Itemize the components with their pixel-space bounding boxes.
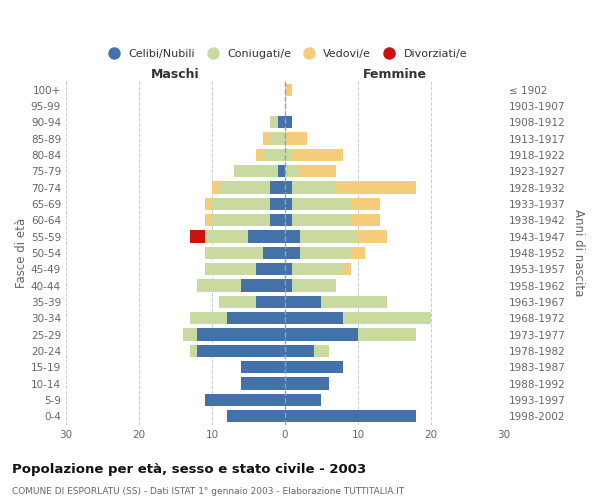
Bar — [256, 263, 285, 276]
Bar — [205, 263, 256, 276]
Bar — [285, 263, 292, 276]
Bar — [343, 263, 350, 276]
Bar — [278, 165, 285, 177]
Bar — [219, 296, 256, 308]
Y-axis label: Anni di nascita: Anni di nascita — [572, 209, 585, 296]
Bar — [285, 312, 343, 324]
Bar — [248, 230, 285, 242]
Bar — [285, 116, 292, 128]
Bar — [271, 132, 285, 144]
Bar — [314, 344, 329, 357]
Bar — [271, 198, 285, 210]
Bar — [285, 361, 343, 374]
Bar — [285, 344, 314, 357]
Bar — [285, 247, 299, 259]
Bar — [285, 182, 292, 194]
Bar — [350, 198, 380, 210]
Bar — [285, 132, 307, 144]
Bar — [271, 214, 285, 226]
Text: Femmine: Femmine — [362, 68, 427, 80]
Text: Maschi: Maschi — [151, 68, 200, 80]
Bar — [322, 296, 387, 308]
Bar — [285, 230, 299, 242]
Bar — [285, 214, 292, 226]
Bar — [299, 247, 350, 259]
Bar — [285, 84, 292, 96]
Bar — [212, 214, 271, 226]
Bar — [241, 361, 285, 374]
Bar — [212, 198, 271, 210]
Bar — [197, 344, 285, 357]
Bar — [350, 214, 380, 226]
Bar — [271, 116, 278, 128]
Bar — [285, 328, 358, 340]
Bar — [190, 230, 205, 242]
Bar — [205, 198, 212, 210]
Text: COMUNE DI ESPORLATU (SS) - Dati ISTAT 1° gennaio 2003 - Elaborazione TUTTITALIA.: COMUNE DI ESPORLATU (SS) - Dati ISTAT 1°… — [12, 487, 404, 496]
Bar — [343, 312, 431, 324]
Bar — [285, 165, 299, 177]
Bar — [285, 198, 292, 210]
Bar — [285, 149, 292, 161]
Bar — [197, 280, 241, 291]
Bar — [285, 296, 322, 308]
Bar — [241, 378, 285, 390]
Bar — [190, 344, 197, 357]
Bar — [263, 149, 285, 161]
Bar — [292, 263, 343, 276]
Bar — [350, 247, 365, 259]
Bar — [183, 328, 197, 340]
Bar — [299, 230, 358, 242]
Bar — [234, 165, 278, 177]
Bar — [285, 280, 292, 291]
Bar — [299, 165, 336, 177]
Bar — [263, 247, 285, 259]
Text: Popolazione per età, sesso e stato civile - 2003: Popolazione per età, sesso e stato civil… — [12, 462, 366, 475]
Bar — [205, 394, 285, 406]
Bar — [292, 280, 336, 291]
Bar — [241, 280, 285, 291]
Bar — [227, 312, 285, 324]
Bar — [227, 410, 285, 422]
Bar — [212, 182, 219, 194]
Bar — [336, 182, 416, 194]
Bar — [285, 410, 416, 422]
Bar — [292, 214, 350, 226]
Bar — [292, 198, 350, 210]
Bar — [358, 328, 416, 340]
Bar — [285, 378, 329, 390]
Bar — [205, 230, 248, 242]
Bar — [256, 149, 263, 161]
Bar — [256, 296, 285, 308]
Bar — [285, 394, 322, 406]
Bar — [263, 132, 271, 144]
Bar — [205, 247, 263, 259]
Bar — [205, 214, 212, 226]
Bar — [197, 328, 285, 340]
Y-axis label: Fasce di età: Fasce di età — [15, 218, 28, 288]
Bar — [292, 149, 343, 161]
Bar — [292, 182, 336, 194]
Bar — [219, 182, 271, 194]
Legend: Celibi/Nubili, Coniugati/e, Vedovi/e, Divorziati/e: Celibi/Nubili, Coniugati/e, Vedovi/e, Di… — [98, 45, 472, 64]
Bar — [271, 182, 285, 194]
Bar — [358, 230, 387, 242]
Bar — [278, 116, 285, 128]
Bar — [190, 312, 227, 324]
